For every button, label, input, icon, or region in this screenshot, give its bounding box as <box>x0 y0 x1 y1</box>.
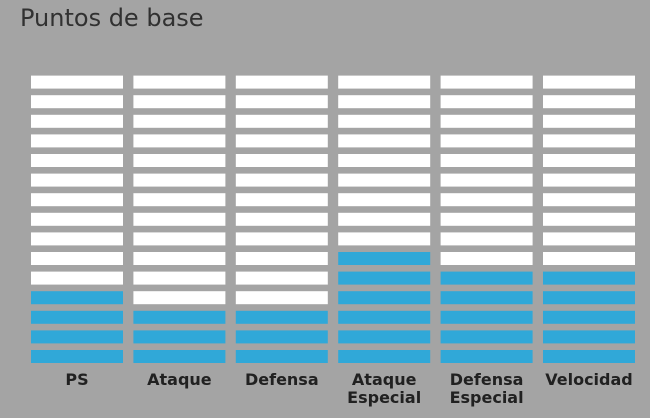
bar-segment-defensa-especial-filled <box>440 271 533 285</box>
bar-segment-ps-empty <box>31 75 123 89</box>
bar-segment-defensa-especial-empty <box>440 232 533 246</box>
bar-segment-defensa-especial-empty <box>440 252 533 265</box>
bar-segment-velocidad-filled <box>543 310 635 324</box>
bar-segment-velocidad-empty <box>543 212 635 226</box>
bar-segment-ps-empty <box>31 134 123 148</box>
tick-label-ps: PS <box>65 370 89 389</box>
bar-segment-defensa-especial-empty <box>440 95 533 109</box>
bar-segment-ps-filled <box>31 350 123 363</box>
bar-segment-defensa-empty <box>235 232 328 246</box>
bar-segment-defensa-especial-empty <box>440 154 533 167</box>
bar-segment-ps-empty <box>31 114 123 128</box>
bar-segment-ps-empty <box>31 212 123 226</box>
bar-segment-velocidad-filled <box>543 291 635 305</box>
bar-segment-defensa-empty <box>235 95 328 109</box>
bar-segment-ataque-empty <box>133 114 226 128</box>
bar-segment-ataque-empty <box>133 193 226 207</box>
bar-segment-defensa-filled <box>235 310 328 324</box>
bar-segment-defensa-empty <box>235 134 328 148</box>
bar-segment-ps-empty <box>31 252 123 265</box>
bar-segment-defensa-empty <box>235 271 328 285</box>
bar-segment-ataque-empty <box>133 134 226 148</box>
bar-segment-ps-empty <box>31 173 123 187</box>
bar-segment-defensa-empty <box>235 173 328 187</box>
bar-segment-velocidad-empty <box>543 154 635 167</box>
bar-segment-ataque-especial-filled <box>338 330 431 344</box>
tick-label-ataque: Ataque <box>147 370 212 389</box>
bar-segment-defensa-especial-empty <box>440 134 533 148</box>
bar-segment-defensa-especial-empty <box>440 193 533 207</box>
bar-segment-ataque-especial-empty <box>338 114 431 128</box>
bar-segment-ataque-especial-empty <box>338 232 431 246</box>
bar-segment-velocidad-empty <box>543 173 635 187</box>
bar-segment-defensa-especial-empty <box>440 173 533 187</box>
bar-segment-defensa-especial-empty <box>440 75 533 89</box>
bar-segment-velocidad-empty <box>543 193 635 207</box>
bar-segment-defensa-especial-empty <box>440 114 533 128</box>
bar-segment-ataque-especial-filled <box>338 291 431 305</box>
bar-segment-defensa-especial-empty <box>440 212 533 226</box>
bar-segment-ataque-empty <box>133 154 226 167</box>
bar-segment-velocidad-empty <box>543 95 635 109</box>
bar-segment-ataque-especial-filled <box>338 271 431 285</box>
bar-segment-ataque-filled <box>133 350 226 363</box>
bar-segment-ataque-empty <box>133 173 226 187</box>
bar-segment-ps-empty <box>31 271 123 285</box>
bar-segment-ps-empty <box>31 95 123 109</box>
bar-segment-velocidad-filled <box>543 271 635 285</box>
bar-segment-ataque-especial-empty <box>338 134 431 148</box>
bar-segment-defensa-especial-filled <box>440 310 533 324</box>
tick-label-velocidad: Velocidad <box>545 370 633 389</box>
tick-label-defensa: Defensa <box>244 370 319 389</box>
bar-segment-ataque-especial-empty <box>338 212 431 226</box>
bar-segment-ataque-empty <box>133 75 226 89</box>
bar-segment-ps-filled <box>31 310 123 324</box>
bar-segment-ps-filled <box>31 291 123 305</box>
bar-segment-velocidad-empty <box>543 232 635 246</box>
bar-segment-ataque-empty <box>133 291 226 305</box>
bar-segment-ataque-especial-empty <box>338 193 431 207</box>
bar-segment-ataque-especial-filled <box>338 252 431 265</box>
bar-segment-ataque-filled <box>133 330 226 344</box>
bar-segment-defensa-empty <box>235 252 328 265</box>
bar-segment-velocidad-filled <box>543 350 635 363</box>
bar-segment-velocidad-empty <box>543 252 635 265</box>
bar-segment-defensa-empty <box>235 212 328 226</box>
bar-segment-ataque-empty <box>133 271 226 285</box>
bar-segment-defensa-empty <box>235 193 328 207</box>
bar-segment-ataque-especial-empty <box>338 154 431 167</box>
bar-segment-defensa-especial-filled <box>440 291 533 305</box>
bar-segment-velocidad-filled <box>543 330 635 344</box>
bar-segment-ps-empty <box>31 154 123 167</box>
bar-segment-ps-empty <box>31 193 123 207</box>
bar-segment-velocidad-empty <box>543 114 635 128</box>
bar-segment-ataque-empty <box>133 252 226 265</box>
bar-segment-ataque-especial-empty <box>338 95 431 109</box>
bar-segment-ataque-empty <box>133 95 226 109</box>
chart-title: Puntos de base <box>20 4 204 32</box>
bar-segment-defensa-filled <box>235 330 328 344</box>
bar-segment-ataque-especial-empty <box>338 173 431 187</box>
bar-segment-ataque-especial-filled <box>338 310 431 324</box>
bar-segment-velocidad-empty <box>543 75 635 89</box>
bar-segment-defensa-especial-filled <box>440 350 533 363</box>
bar-segment-defensa-empty <box>235 154 328 167</box>
bar-segment-ataque-empty <box>133 232 226 246</box>
bar-segment-defensa-empty <box>235 75 328 89</box>
bar-segment-defensa-empty <box>235 114 328 128</box>
bar-segment-defensa-especial-filled <box>440 330 533 344</box>
bar-segment-ataque-filled <box>133 310 226 324</box>
bar-segment-ataque-especial-empty <box>338 75 431 89</box>
bar-segment-velocidad-empty <box>543 134 635 148</box>
bar-segment-ps-filled <box>31 330 123 344</box>
bar-segment-defensa-filled <box>235 350 328 363</box>
tick-label-ataque-especial: Ataque Especial <box>347 370 422 407</box>
tick-label-defensa-especial: Defensa Especial <box>449 370 524 407</box>
bar-segment-ataque-especial-filled <box>338 350 431 363</box>
bar-segment-ps-empty <box>31 232 123 246</box>
bar-segment-ataque-empty <box>133 212 226 226</box>
bar-segment-defensa-empty <box>235 291 328 305</box>
